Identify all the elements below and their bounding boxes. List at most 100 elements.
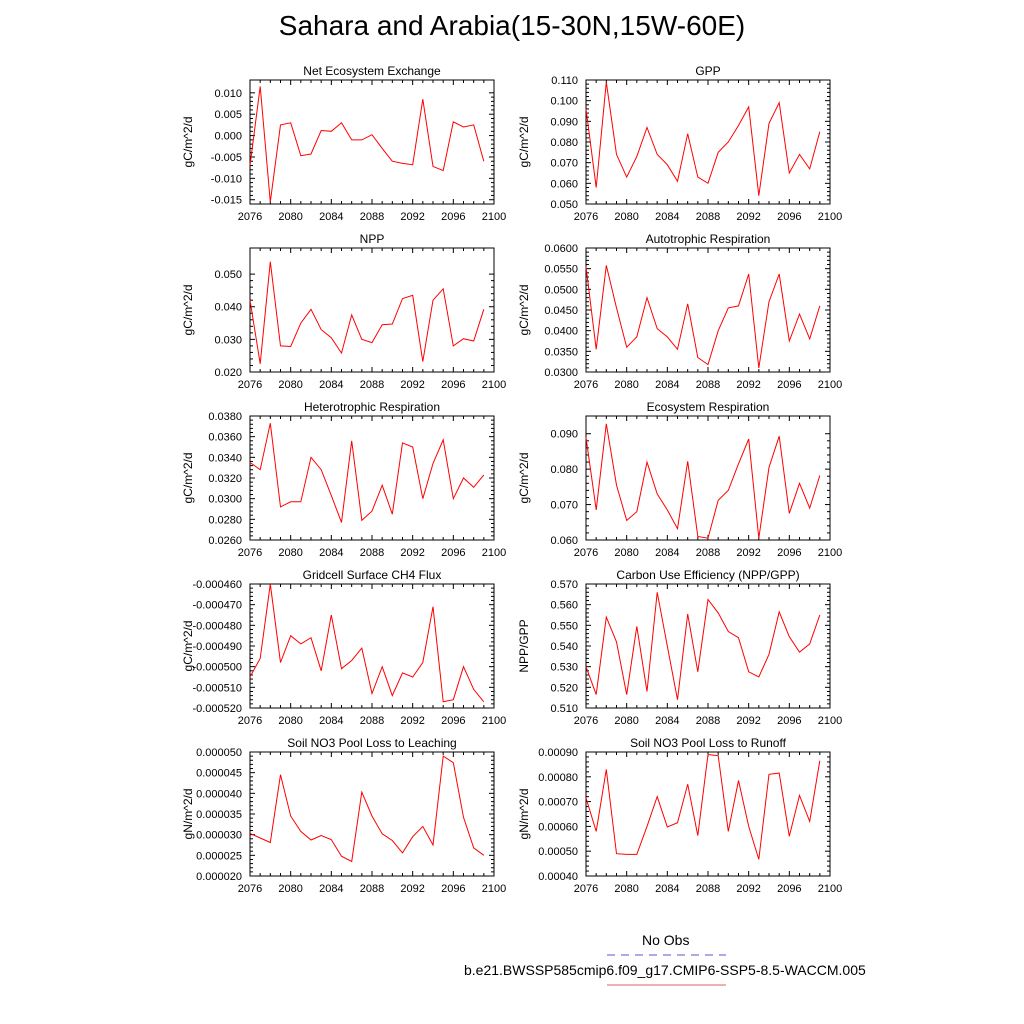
x-tick-label: 2088 (696, 883, 720, 895)
legend-model-label: b.e21.BWSSP585cmip6.f09_g17.CMIP6-SSP5-8… (464, 962, 866, 978)
plot-frame (585, 415, 831, 541)
y-tick-label: -0.000490 (192, 641, 242, 653)
y-tick-label: 0.090 (550, 429, 578, 441)
series-line (585, 753, 821, 860)
series-line (585, 82, 821, 196)
y-tick-label: 0.030 (214, 334, 242, 346)
y-tick-label: 0.040 (214, 302, 242, 314)
x-tick-label: 2080 (278, 547, 302, 559)
x-tick-label: 2080 (614, 883, 638, 895)
y-tick-label: 0.0300 (208, 494, 242, 506)
x-tick-label: 2100 (482, 379, 506, 391)
y-tick-label: 0.070 (550, 158, 578, 170)
x-tick-label: 2092 (400, 715, 424, 727)
x-tick-label: 2076 (238, 379, 262, 391)
panel-title: Ecosystem Respiration (647, 400, 770, 414)
panel-9: Soil NO3 Pool Loss to Leaching gN/m^2/d 20… (181, 736, 506, 895)
y-tick-label: 0.000035 (196, 809, 242, 821)
x-tick-label: 2088 (360, 715, 384, 727)
y-tick-label: 0.0450 (544, 305, 578, 317)
x-tick-label: 2084 (655, 547, 679, 559)
y-tick-label: 0.010 (214, 88, 242, 100)
x-tick-label: 2092 (736, 547, 760, 559)
x-tick-label: 2076 (574, 211, 598, 223)
panel-title: Soil NO3 Pool Loss to Runoff (630, 736, 787, 750)
panel-title: GPP (695, 64, 720, 78)
x-tick-label: 2080 (614, 715, 638, 727)
x-tick-label: 2092 (736, 715, 760, 727)
y-tick-label: 0.090 (550, 116, 578, 128)
y-axis-label: gC/m^2/d (181, 621, 195, 672)
x-tick-label: 2096 (441, 883, 465, 895)
x-tick-label: 2096 (441, 715, 465, 727)
panel-title: NPP (360, 232, 385, 246)
x-tick-label: 2096 (777, 715, 801, 727)
y-tick-label: 0.000050 (196, 747, 242, 759)
y-tick-label: 0.060 (550, 535, 578, 547)
y-tick-label: 0.0600 (544, 243, 578, 255)
panel-title: Soil NO3 Pool Loss to Leaching (287, 736, 456, 750)
y-axis-label: gN/m^2/d (517, 789, 531, 840)
y-tick-label: 0.000040 (196, 788, 242, 800)
x-tick-label: 2096 (777, 211, 801, 223)
x-tick-label: 2080 (278, 883, 302, 895)
x-tick-label: 2100 (818, 883, 842, 895)
x-tick-label: 2096 (441, 211, 465, 223)
x-tick-label: 2084 (319, 715, 343, 727)
panel-8: Carbon Use Efficiency (NPP/GPP) NPP/GPP 20… (517, 568, 842, 727)
y-tick-label: -0.000500 (192, 662, 242, 674)
x-tick-label: 2084 (655, 715, 679, 727)
y-tick-label: 0.00060 (538, 821, 578, 833)
y-tick-label: -0.005 (211, 152, 242, 164)
panel-title: Carbon Use Efficiency (NPP/GPP) (616, 568, 799, 582)
y-axis-label: gC/m^2/d (517, 453, 531, 504)
y-tick-label: 0.0350 (544, 346, 578, 358)
y-tick-label: -0.000470 (192, 600, 242, 612)
y-tick-label: 0.0320 (208, 473, 242, 485)
x-tick-label: 2100 (482, 547, 506, 559)
y-axis-label: gC/m^2/d (517, 117, 531, 168)
y-tick-label: 0.0260 (208, 535, 242, 547)
y-tick-label: 0.070 (550, 500, 578, 512)
y-tick-label: 0.000030 (196, 830, 242, 842)
y-axis-label: gC/m^2/d (517, 285, 531, 336)
panel-title: Heterotrophic Respiration (304, 400, 440, 414)
series-line (249, 755, 485, 863)
y-tick-label: 0.060 (550, 178, 578, 190)
y-tick-label: 0.00070 (538, 797, 578, 809)
series-line (585, 592, 821, 700)
x-tick-label: 2084 (319, 547, 343, 559)
y-tick-label: 0.005 (214, 109, 242, 121)
y-tick-label: 0.0340 (208, 452, 242, 464)
x-tick-label: 2092 (400, 379, 424, 391)
y-tick-label: 0.550 (550, 620, 578, 632)
x-tick-label: 2088 (696, 379, 720, 391)
x-tick-label: 2088 (696, 211, 720, 223)
y-tick-label: 0.000 (214, 131, 242, 143)
y-tick-label: 0.000020 (196, 871, 242, 883)
x-tick-label: 2080 (278, 379, 302, 391)
x-tick-label: 2092 (400, 547, 424, 559)
x-tick-label: 2092 (736, 379, 760, 391)
x-tick-label: 2096 (777, 379, 801, 391)
x-tick-label: 2084 (319, 379, 343, 391)
x-tick-label: 2100 (818, 379, 842, 391)
x-tick-label: 2080 (614, 211, 638, 223)
y-axis-label: gC/m^2/d (181, 453, 195, 504)
x-tick-label: 2080 (614, 547, 638, 559)
x-tick-label: 2080 (614, 379, 638, 391)
y-tick-label: 0.530 (550, 662, 578, 674)
x-tick-label: 2092 (736, 883, 760, 895)
x-tick-label: 2088 (696, 715, 720, 727)
x-tick-label: 2076 (238, 883, 262, 895)
plot-frame (249, 415, 495, 541)
series-line (585, 423, 821, 539)
y-tick-label: -0.010 (211, 173, 242, 185)
y-tick-label: -0.000510 (192, 682, 242, 694)
x-tick-label: 2088 (696, 547, 720, 559)
panel-1: Net Ecosystem Exchange gC/m^2/d 2076 2080 20… (181, 64, 506, 223)
panel-10: Soil NO3 Pool Loss to Runoff gN/m^2/d 2076… (517, 736, 842, 895)
panel-title: Autotrophic Respiration (646, 232, 771, 246)
y-tick-label: 0.0360 (208, 432, 242, 444)
